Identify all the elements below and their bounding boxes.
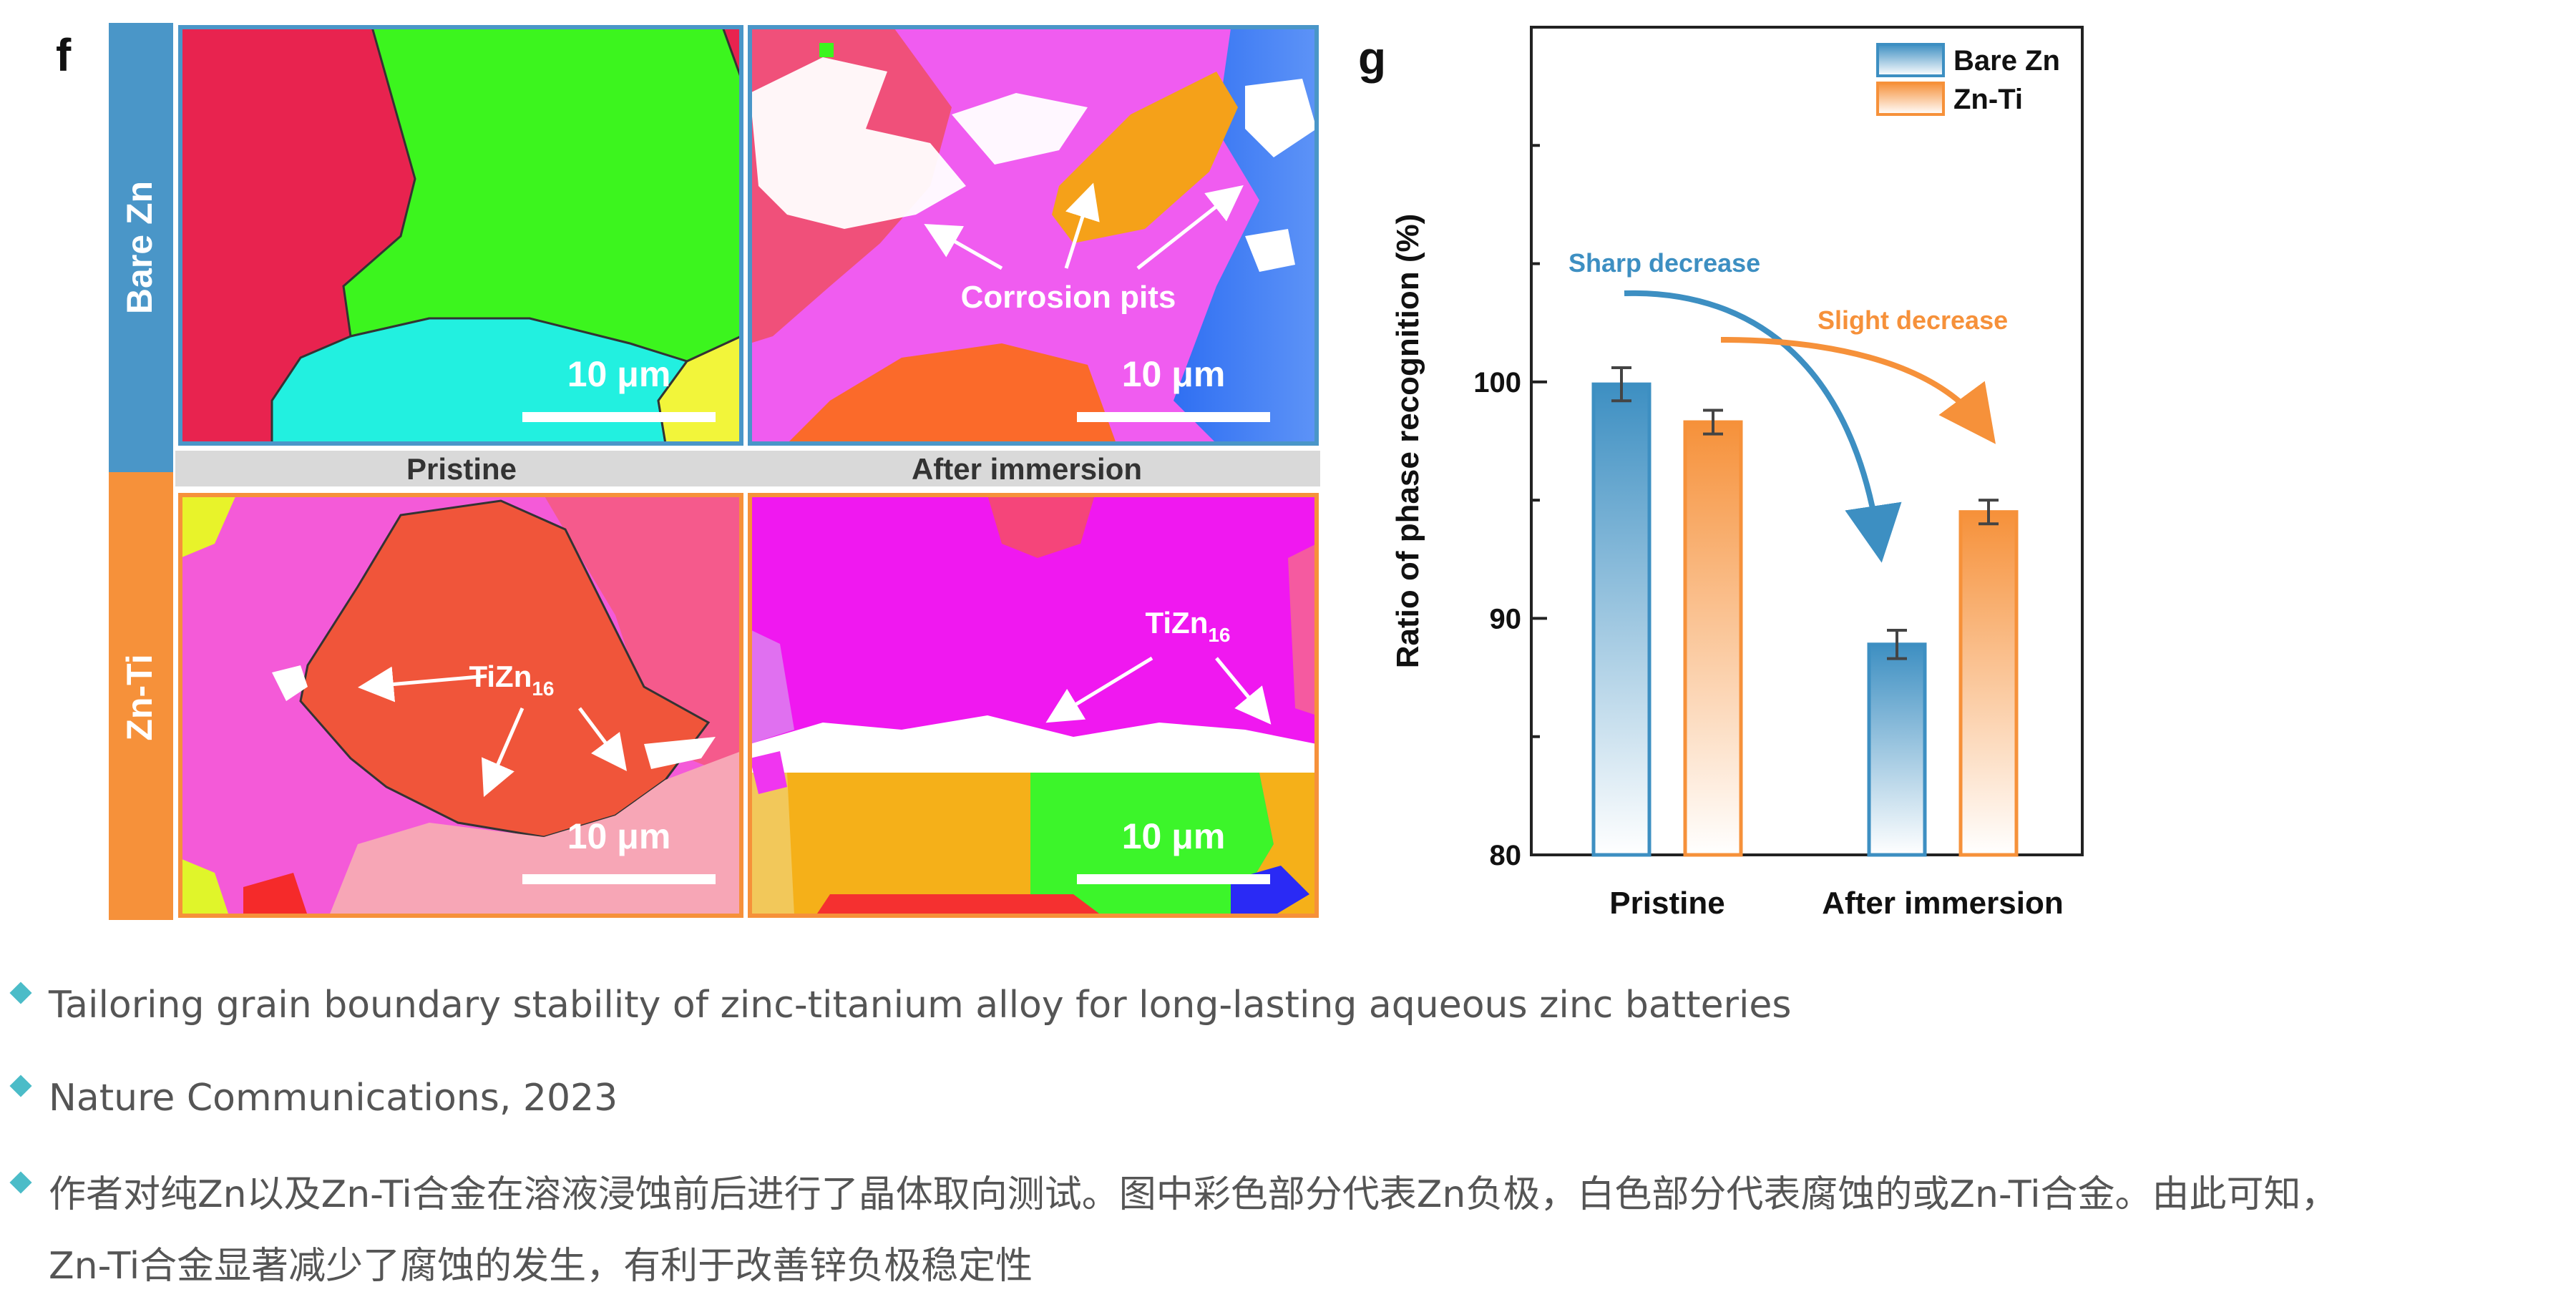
scale-bar-label: 10 μm: [1122, 354, 1226, 394]
col-label-pristine: Pristine: [406, 452, 517, 486]
row-label-bare-zn: Bare Zn: [119, 181, 160, 314]
slight-decrease-arrow: [1720, 337, 1996, 444]
ebsd-map-figure: Bare Zn Zn-Ti Pristine After immersion 1…: [109, 23, 1320, 920]
row-label-zn-ti: Zn-Ti: [119, 654, 160, 740]
x-tick-label: Pristine: [1609, 886, 1724, 921]
row-label-zn-ti-bg: [109, 472, 173, 920]
column-label-strip: [175, 451, 1320, 486]
col-label-after-immersion: After immersion: [912, 452, 1142, 486]
sharp-decrease-arrow: [1624, 290, 1902, 563]
y-tick-label: 100: [1473, 367, 1521, 398]
scale-bar-label: 10 μm: [1122, 816, 1226, 856]
scale-bar-label: 10 μm: [567, 816, 671, 856]
row-label-bare-zn-bg: [109, 23, 173, 472]
chart-legend: Bare Zn Zn-Ti: [1876, 43, 2060, 116]
ebsd-map-bare-zn-pristine: 10 μm: [178, 25, 743, 446]
bullet-item: 作者对纯Zn以及Zn-Ti合金在溶液浸蚀前后进行了晶体取向测试。图中彩色部分代表…: [7, 1159, 2338, 1302]
y-tick-label: 80: [1490, 840, 1522, 871]
scale-bar: [522, 874, 716, 884]
scale-bar: [522, 412, 716, 422]
bullet-text: Nature Communications, 2023: [49, 1077, 618, 1120]
bar: [1867, 642, 1927, 857]
bar: [1958, 510, 2019, 857]
chart-annotations: Sharp decrease Slight decrease: [1568, 248, 2008, 563]
y-axis-label: Ratio of phase recognition (%): [1390, 214, 1425, 669]
plot-frame: [1530, 26, 2084, 856]
bar: [1591, 382, 1652, 857]
diamond-bullet-icon: [9, 1171, 32, 1194]
legend-label: Zn-Ti: [1953, 84, 2023, 115]
ebsd-map-bare-zn-after-immersion: Corrosion pits 10 μm: [748, 25, 1319, 446]
x-tick-label: After immersion: [1822, 886, 2063, 921]
bar: [1683, 420, 1743, 857]
scale-bar: [1077, 874, 1270, 884]
bullet-item: Nature Communications, 2023: [7, 1062, 618, 1134]
bullet-text: 作者对纯Zn以及Zn-Ti合金在溶液浸蚀前后进行了晶体取向测试。图中彩色部分代表…: [49, 1173, 2338, 1288]
legend-swatch: [1876, 82, 1945, 116]
diamond-bullet-icon: [9, 1075, 32, 1097]
chart-axes: 80 90 100 Ratio of phase recognition (%) Pri…: [1390, 26, 2084, 921]
phase-recognition-chart: 80 90 100 Ratio of phase recognition (%) Pri…: [1390, 26, 2084, 921]
tizn16-label: TiZn16: [469, 660, 554, 700]
bullet-item: Tailoring grain boundary stability of zi…: [7, 969, 1791, 1041]
annotation-sharp-decrease: Sharp decrease: [1568, 248, 1760, 278]
ebsd-map-zn-ti-pristine: TiZn16 10 μm: [178, 493, 743, 918]
chart-bars: [1591, 366, 2019, 857]
panel-g-letter: g: [1358, 32, 1387, 84]
scale-bar: [1077, 412, 1270, 422]
y-tick-label: 90: [1490, 603, 1522, 635]
diamond-bullet-icon: [9, 982, 32, 1004]
bullet-text: Tailoring grain boundary stability of zi…: [49, 984, 1792, 1027]
scale-bar-label: 10 μm: [567, 354, 671, 394]
annotation-slight-decrease: Slight decrease: [1818, 305, 2008, 335]
legend-label: Bare Zn: [1953, 45, 2060, 77]
corrosion-pits-label: Corrosion pits: [961, 280, 1176, 315]
legend-swatch: [1876, 43, 1945, 77]
panel-f-letter: f: [56, 29, 72, 81]
ebsd-map-zn-ti-after-immersion: TiZn16 10 μm: [748, 493, 1319, 918]
tizn16-label: TiZn16: [1145, 606, 1230, 646]
